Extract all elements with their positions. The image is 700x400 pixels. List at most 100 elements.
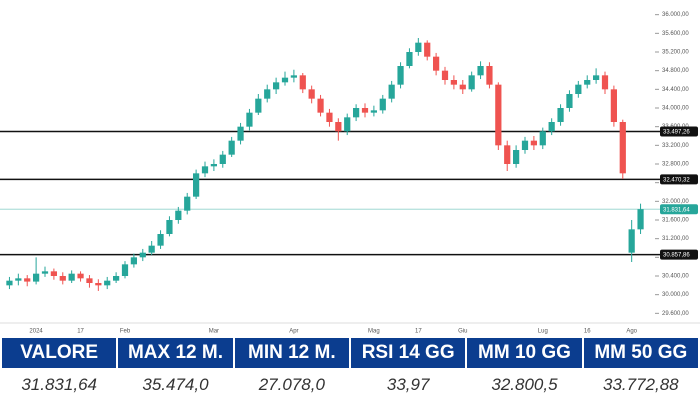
candle-body <box>584 80 591 85</box>
y-tick-label: 34.800,00 <box>662 68 689 74</box>
candle-body <box>397 66 404 85</box>
value-cell: 32.800,5 <box>467 368 582 400</box>
y-tick-label: 30.400,00 <box>662 274 689 280</box>
candle-body <box>530 140 537 146</box>
candle-body <box>548 122 555 132</box>
candle-body <box>486 66 493 85</box>
x-tick-label: 2024 <box>29 329 43 335</box>
stats-table: VALORE MAX 12 M. MIN 12 M. RSI 14 GG MM … <box>0 338 700 400</box>
y-tick-label: 30.000,00 <box>662 292 689 298</box>
candle-body <box>326 112 333 122</box>
x-tick-label: Ago <box>626 329 637 335</box>
x-tick-label: Mar <box>209 329 219 335</box>
candle-body <box>281 77 289 83</box>
candle-body <box>468 75 475 90</box>
candle-body <box>477 66 484 76</box>
candle-body <box>379 98 386 111</box>
candle-body <box>406 52 413 66</box>
candle-body <box>557 108 564 122</box>
y-tick-label: 31.200,00 <box>662 236 689 242</box>
candle-body <box>628 229 635 253</box>
candle-body <box>175 210 182 220</box>
x-tick-label: 16 <box>584 329 591 335</box>
candle-body <box>504 145 511 164</box>
candle-body <box>610 89 617 122</box>
candle-body <box>95 283 102 286</box>
y-tick-label: 34.400,00 <box>662 87 689 93</box>
value-cell: 27.078,0 <box>234 368 349 400</box>
candle-body <box>201 166 209 174</box>
candle-body <box>521 140 529 150</box>
y-tick-label: 35.200,00 <box>662 50 689 56</box>
value-row: 31.831,64 35.474,0 27.078,0 33,97 32.800… <box>2 368 698 400</box>
candle-body <box>344 117 351 132</box>
chart: 29.600,0030.000,0030.400,0030.800,0031.2… <box>0 12 700 335</box>
header-cell: RSI 14 GG <box>350 338 466 368</box>
candle-body <box>317 98 324 113</box>
level-label: 31.831,64 <box>663 207 690 213</box>
candle-body <box>113 276 120 281</box>
candle-body <box>273 82 280 90</box>
y-tick-label: 33.200,00 <box>662 143 689 149</box>
y-tick-label: 36.000,00 <box>662 12 689 18</box>
candle-body <box>193 173 200 197</box>
candle-body <box>601 75 609 90</box>
level-tag <box>660 249 698 260</box>
level-label: 33.497,26 <box>663 130 690 136</box>
x-tick-label: Apr <box>289 329 298 335</box>
candle-body <box>139 252 146 258</box>
level-tag <box>660 126 698 137</box>
candle-body <box>361 108 369 113</box>
candle-body <box>433 56 440 71</box>
header-cell: MAX 12 M. <box>118 338 233 368</box>
candle-body <box>121 264 129 276</box>
candle-body <box>246 112 253 127</box>
candle-body <box>130 257 137 265</box>
candle-body <box>33 273 40 282</box>
x-tick-label: Lug <box>538 329 548 335</box>
candle-body <box>495 84 502 146</box>
candle-body <box>459 84 466 90</box>
level-label: 32.470,32 <box>663 177 690 183</box>
level-tag <box>660 174 698 185</box>
x-tick-label: Giu <box>458 329 467 335</box>
candle-body <box>566 94 573 108</box>
y-tick-label: 32.800,00 <box>662 162 689 168</box>
candle-body <box>264 89 271 99</box>
level-tag <box>660 204 698 215</box>
candle-body <box>255 98 262 113</box>
header-cell: MIN 12 M. <box>234 338 349 368</box>
candle-body <box>184 196 191 211</box>
candle-body <box>619 122 626 174</box>
candle-body <box>219 154 226 164</box>
candle-body <box>15 278 22 281</box>
candle-body <box>441 70 449 80</box>
candle-body <box>370 110 377 113</box>
header-cell: MM 10 GG <box>467 338 582 368</box>
value-cell: 33,97 <box>350 368 466 400</box>
candle-body <box>237 126 244 141</box>
candle-body <box>50 271 57 276</box>
candle-body <box>86 278 93 283</box>
x-tick-label: Feb <box>120 329 131 335</box>
candle-body <box>308 89 315 99</box>
candle-body <box>335 122 342 132</box>
candle-body <box>157 234 164 246</box>
y-tick-label: 31.600,00 <box>662 218 689 224</box>
candle-body <box>59 276 66 281</box>
level-label: 30.857,86 <box>663 253 690 259</box>
candle-body <box>166 220 173 234</box>
x-tick-label: 17 <box>415 329 422 335</box>
y-tick-label: 35.600,00 <box>662 31 689 37</box>
candle-body <box>68 273 75 281</box>
candle-body <box>353 108 360 118</box>
candle-body <box>450 80 457 85</box>
candle-body <box>24 278 31 282</box>
candle-body <box>299 75 306 90</box>
candle-body <box>210 164 217 167</box>
y-tick-label: 32.000,00 <box>662 199 689 205</box>
y-tick-label: 34.000,00 <box>662 106 689 112</box>
candle-body <box>104 280 111 286</box>
candle-body <box>148 245 155 253</box>
